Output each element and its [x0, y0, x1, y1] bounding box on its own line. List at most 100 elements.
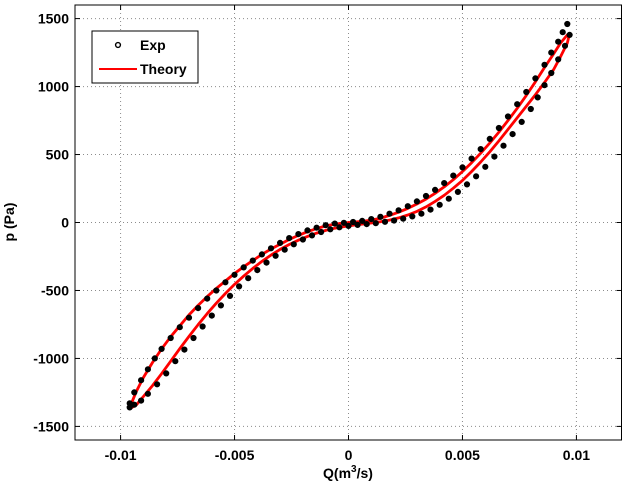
exp-data-point	[372, 220, 379, 227]
exp-data-point	[463, 181, 471, 188]
legend-exp-marker	[114, 41, 122, 49]
exp-data-point	[126, 404, 133, 411]
exp-data-point	[518, 118, 525, 126]
exp-data-point	[181, 346, 188, 353]
exp-data-point	[413, 198, 420, 205]
exp-data-point	[509, 131, 516, 138]
exp-data-point	[548, 49, 555, 56]
exp-data-point	[318, 228, 325, 236]
exp-data-point	[213, 287, 220, 294]
exp-data-point	[409, 213, 416, 220]
exp-data-point	[222, 279, 229, 286]
exp-data-point	[131, 401, 138, 408]
y-axis-ticks: -1500 -1000 -500 0 500 1000 1500	[33, 11, 622, 434]
exp-data-point	[176, 324, 183, 331]
legend-exp-label: Exp	[140, 37, 166, 53]
exp-data-point	[272, 252, 279, 259]
exp-data-point	[154, 381, 161, 388]
exp-data-point	[381, 218, 389, 225]
x-axis-ticks: -0.01 -0.005 0 0.005 0.01	[105, 5, 590, 463]
exp-data-point	[286, 235, 293, 242]
x-tick-label: 0	[345, 447, 353, 463]
exp-data-point	[277, 239, 284, 246]
exp-data-point	[491, 153, 498, 160]
exp-data-point	[377, 213, 384, 220]
y-tick-label: 0	[61, 215, 69, 231]
exp-data-point	[190, 334, 197, 342]
exp-data-point	[138, 397, 145, 404]
legend: Exp Theory	[91, 30, 199, 84]
exp-data-point	[226, 292, 234, 299]
exp-data-point	[290, 241, 297, 248]
exp-data-point	[158, 345, 165, 352]
x-tick-label: -0.005	[215, 447, 255, 463]
exp-data-point	[482, 163, 489, 170]
exp-data-point	[144, 390, 151, 397]
exp-data-point	[258, 251, 265, 258]
exp-data-point	[514, 101, 521, 108]
exp-data-point	[172, 358, 179, 365]
x-axis-label-sup: 3	[351, 464, 357, 475]
exp-data-point	[249, 257, 256, 264]
x-tick-label: -0.01	[105, 447, 137, 463]
exp-data-point	[422, 192, 430, 200]
exp-data-point	[445, 195, 452, 202]
x-axis-label: Q(m3/s)	[323, 464, 373, 481]
exp-data-point	[185, 314, 193, 321]
x-tick-label: 0.005	[445, 447, 480, 463]
x-axis-label-base: Q(m	[323, 465, 351, 481]
exp-data-point	[163, 370, 170, 377]
exp-data-point	[240, 264, 247, 271]
exp-data-point	[345, 222, 352, 229]
exp-data-point	[486, 135, 493, 142]
exp-data-point	[495, 124, 502, 132]
y-tick-label: -1500	[33, 418, 69, 434]
exp-data-point	[386, 210, 393, 217]
exp-data-point	[441, 180, 448, 187]
exp-data-point	[138, 377, 145, 384]
exp-data-point	[340, 219, 347, 226]
exp-data-point	[363, 221, 370, 228]
exp-data-point	[327, 226, 334, 233]
exp-data-point	[295, 231, 302, 238]
exp-data-point	[436, 201, 443, 208]
exp-data-point	[236, 283, 243, 290]
exp-data-point	[548, 69, 555, 77]
exp-data-point	[564, 20, 571, 28]
exp-data-point	[322, 222, 329, 229]
exp-data-point	[559, 29, 566, 36]
exp-data-point	[541, 82, 548, 89]
exp-data-point	[427, 206, 434, 213]
exp-data-point	[500, 142, 507, 149]
exp-data-point	[555, 56, 562, 63]
exp-data-point	[523, 88, 530, 96]
exp-data-point	[144, 366, 151, 373]
exp-data-point	[263, 259, 270, 266]
exp-data-point	[208, 312, 215, 319]
exp-data-point	[313, 224, 320, 231]
exp-data-point	[131, 389, 138, 396]
exp-data-point	[167, 334, 174, 342]
exp-data-point	[350, 218, 357, 226]
y-tick-label: -1000	[33, 350, 69, 366]
exp-data-point	[400, 215, 407, 222]
exp-data-point	[541, 61, 548, 68]
exp-data-point	[404, 203, 411, 210]
exp-data-point	[561, 42, 569, 49]
x-axis-label-tail: /s)	[357, 465, 373, 481]
legend-box	[91, 30, 199, 84]
exp-data-point	[459, 164, 466, 171]
exp-data-point	[204, 295, 211, 302]
exp-data-point	[331, 220, 338, 227]
exp-data-point	[534, 94, 541, 101]
exp-data-point	[354, 221, 361, 228]
exp-data-point	[454, 188, 461, 195]
exp-data-point	[281, 246, 288, 253]
exp-data-point	[336, 224, 343, 231]
exp-data-point	[359, 217, 366, 224]
exp-data-point	[555, 38, 562, 45]
exp-data-point	[468, 155, 475, 162]
exp-data-point	[195, 305, 202, 312]
y-tick-label: 1000	[38, 79, 69, 95]
